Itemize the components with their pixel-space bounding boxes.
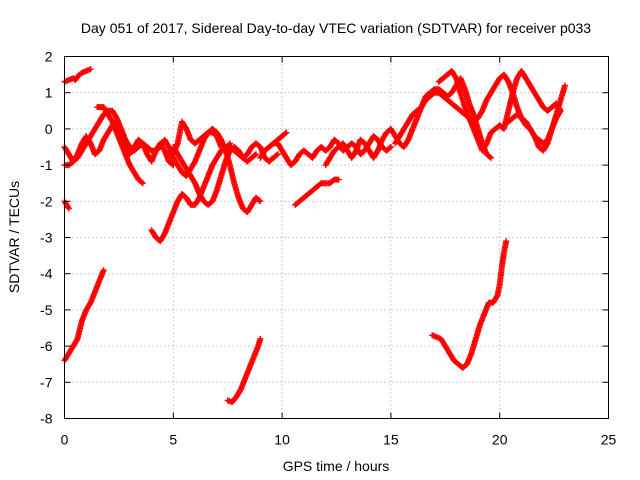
- x-tick-labels: 0 5 10 15 20 25: [61, 432, 617, 448]
- data-point: [283, 129, 290, 136]
- data-point: [73, 337, 80, 344]
- x-tick-label: 15: [383, 432, 399, 448]
- y-tick-label: 0: [45, 121, 53, 137]
- data-point: [139, 180, 146, 187]
- series-arc-9: [170, 144, 259, 208]
- data-point: [87, 66, 94, 73]
- data-point: [387, 144, 394, 150]
- y-tick-label: 1: [45, 85, 53, 101]
- data-point: [256, 197, 263, 204]
- series-arc-1: [61, 66, 94, 85]
- series-arc-17: [429, 238, 510, 371]
- series-arc-5: [61, 122, 177, 169]
- x-tick-label: 10: [274, 432, 290, 448]
- data-point: [257, 335, 264, 342]
- data-point: [138, 179, 145, 186]
- y-tick-label: -7: [40, 374, 53, 390]
- data-point: [274, 151, 281, 158]
- data-point: [282, 130, 289, 137]
- data-point: [273, 152, 280, 159]
- y-tick-labels: -8 -7 -6 -5 -4 -3 -2 -1 0 1 2: [40, 49, 53, 427]
- series-arc-12: [270, 129, 290, 147]
- series-arc-6: [94, 104, 146, 187]
- data-point: [386, 144, 393, 151]
- x-tick-label: 25: [601, 432, 617, 448]
- data-point: [493, 293, 500, 300]
- series-arc-2: [61, 267, 107, 364]
- series-arc-10: [224, 335, 264, 406]
- data-point: [557, 107, 564, 114]
- x-axis-label: GPS time / hours: [283, 458, 390, 474]
- data-point: [100, 267, 107, 274]
- grid: [64, 56, 609, 419]
- data-point: [487, 154, 494, 161]
- series-arc-3: [61, 198, 72, 212]
- axis-ticks: [64, 56, 609, 419]
- data-point: [252, 151, 259, 158]
- data-point: [556, 109, 563, 116]
- data-point: [561, 82, 568, 89]
- data-point: [257, 198, 264, 205]
- data-point: [65, 205, 72, 212]
- y-tick-label: -4: [40, 266, 53, 282]
- data-point: [335, 176, 342, 183]
- data-point: [503, 238, 510, 245]
- series-arc-18: [505, 107, 564, 147]
- data-point: [251, 152, 258, 159]
- y-tick-label: -6: [40, 338, 53, 354]
- series-arc-16: [435, 67, 564, 154]
- series-arc-15: [392, 71, 568, 154]
- series-arc-8: [165, 125, 264, 216]
- data-points: [61, 66, 568, 406]
- y-tick-label: -3: [40, 230, 53, 246]
- y-tick-label: -2: [40, 193, 53, 209]
- chart-title: Day 051 of 2017, Sidereal Day-to-day VTE…: [81, 20, 591, 36]
- y-tick-label: -8: [40, 411, 53, 427]
- y-tick-label: 2: [45, 49, 53, 65]
- x-tick-label: 0: [61, 432, 69, 448]
- y-tick-label: -5: [40, 302, 53, 318]
- x-tick-label: 5: [169, 432, 177, 448]
- y-tick-label: -1: [40, 157, 53, 173]
- data-point: [65, 204, 72, 211]
- y-axis-label: SDTVAR / TECUs: [6, 181, 22, 293]
- data-point: [486, 153, 493, 160]
- series-arc-13: [292, 176, 342, 208]
- x-tick-label: 20: [492, 432, 508, 448]
